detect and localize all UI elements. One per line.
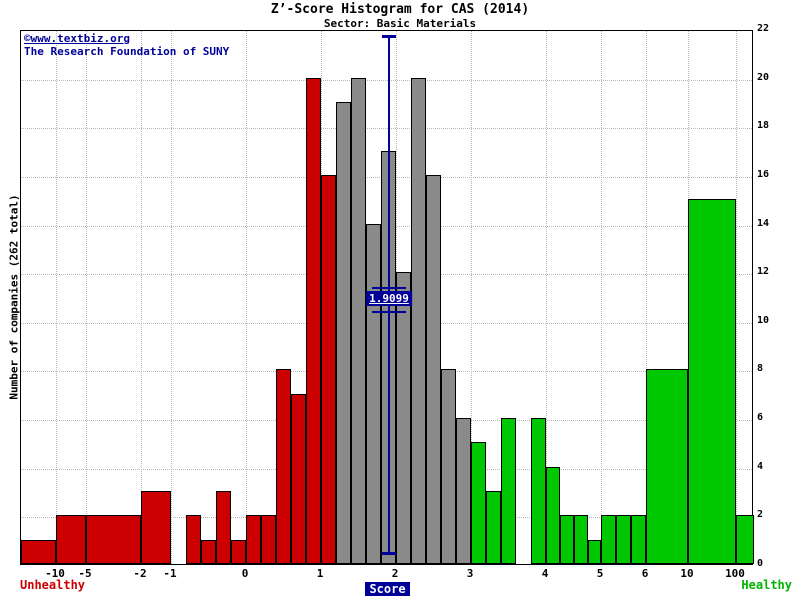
y-tick-label: 8 bbox=[757, 363, 764, 375]
x-tick-label: -5 bbox=[78, 567, 92, 580]
v-gridline bbox=[141, 31, 142, 564]
histogram-bar bbox=[486, 491, 501, 564]
histogram-bar bbox=[351, 77, 366, 564]
x-tick-label: 0 bbox=[241, 567, 249, 580]
histogram-bar bbox=[201, 539, 216, 564]
y-tick-label: 4 bbox=[757, 460, 764, 472]
h-gridline bbox=[21, 79, 752, 81]
x-tick-label: -10 bbox=[45, 567, 65, 580]
healthy-zone-label: Healthy bbox=[741, 578, 792, 592]
v-gridline bbox=[546, 31, 547, 564]
v-gridline bbox=[86, 31, 87, 564]
watermark-org: The Research Foundation of SUNY bbox=[24, 45, 230, 58]
histogram-bar bbox=[574, 515, 588, 564]
histogram-bar bbox=[411, 77, 426, 564]
histogram-bar bbox=[396, 272, 411, 564]
x-tick-label: 2 bbox=[391, 567, 399, 580]
x-tick-label: 100 bbox=[725, 567, 745, 580]
histogram-bar bbox=[336, 101, 351, 564]
histogram-bar bbox=[501, 418, 516, 564]
histogram-bar bbox=[546, 466, 560, 564]
histogram-bar bbox=[186, 515, 201, 564]
histogram-bar bbox=[216, 491, 231, 564]
histogram-bar bbox=[426, 174, 441, 564]
v-gridline bbox=[171, 31, 172, 564]
x-tick-label: -1 bbox=[163, 567, 177, 580]
histogram-bar bbox=[321, 174, 336, 564]
v-gridline bbox=[56, 31, 57, 564]
marker-bottom-cap bbox=[382, 552, 396, 555]
x-tick-label: 5 bbox=[596, 567, 604, 580]
histogram-bar bbox=[86, 515, 141, 564]
marker-label-topline bbox=[372, 287, 406, 289]
x-tick-label: 3 bbox=[466, 567, 474, 580]
histogram-bar bbox=[631, 515, 646, 564]
y-tick-label: 6 bbox=[757, 412, 764, 424]
watermark: ©www.textbiz.org The Research Foundation… bbox=[24, 32, 229, 58]
histogram-bar bbox=[531, 418, 546, 564]
histogram-bar bbox=[646, 369, 688, 564]
histogram-bar bbox=[291, 393, 306, 564]
y-tick-label: 12 bbox=[757, 266, 770, 278]
histogram-bar bbox=[306, 77, 321, 564]
v-gridline bbox=[736, 31, 737, 564]
x-tick-label: 4 bbox=[541, 567, 549, 580]
histogram-bar bbox=[246, 515, 261, 564]
h-gridline bbox=[21, 128, 752, 130]
plot-area: ©www.textbiz.org The Research Foundation… bbox=[20, 30, 754, 565]
y-tick-label: 2 bbox=[757, 509, 764, 521]
v-gridline bbox=[471, 31, 472, 564]
y-tick-label: 0 bbox=[757, 558, 764, 569]
marker-top-cap bbox=[382, 35, 396, 38]
v-gridline bbox=[601, 31, 602, 564]
y-tick-label: 14 bbox=[757, 217, 770, 229]
marker-label-bottomline bbox=[372, 311, 406, 313]
histogram-bar bbox=[736, 515, 754, 564]
x-tick-label: 1 bbox=[316, 567, 324, 580]
y-tick-label: 16 bbox=[757, 168, 770, 180]
v-gridline bbox=[246, 31, 247, 564]
histogram-bar bbox=[456, 418, 471, 564]
histogram-bar bbox=[261, 515, 276, 564]
chart-subtitle: Sector: Basic Materials bbox=[323, 17, 477, 30]
x-axis-ticks: -10 -5 -2 -1 0 1 2 3 4 5 6 10 100 bbox=[0, 567, 800, 580]
unhealthy-zone-label: Unhealthy bbox=[20, 578, 86, 592]
histogram-bar bbox=[601, 515, 616, 564]
histogram-bar bbox=[366, 223, 381, 564]
histogram-bar bbox=[560, 515, 574, 564]
histogram-bar bbox=[56, 515, 86, 564]
histogram-bar bbox=[588, 539, 601, 564]
histogram-bar bbox=[688, 199, 736, 564]
histogram-bar bbox=[21, 539, 56, 564]
x-axis-title-wrap: Score bbox=[20, 578, 755, 597]
y-tick-label: 18 bbox=[757, 120, 770, 132]
histogram-bar bbox=[441, 369, 456, 564]
y-tick-label: 20 bbox=[757, 71, 770, 83]
watermark-link[interactable]: ©www.textbiz.org bbox=[24, 32, 130, 45]
histogram-bar bbox=[471, 442, 486, 564]
y-tick-label: 10 bbox=[757, 314, 770, 326]
x-tick-label: 10 bbox=[680, 567, 694, 580]
x-axis-title: Score bbox=[365, 582, 410, 596]
histogram-bar bbox=[276, 369, 291, 564]
histogram-bar bbox=[141, 491, 171, 564]
histogram-bar bbox=[231, 539, 246, 564]
histogram-bar bbox=[616, 515, 631, 564]
chart-title: Z’-Score Histogram for CAS (2014) bbox=[270, 2, 530, 17]
v-gridline bbox=[646, 31, 647, 564]
x-tick-label: -2 bbox=[133, 567, 147, 580]
marker-value-label: 1.9099 bbox=[366, 291, 412, 306]
y-tick-label: 22 bbox=[757, 23, 770, 34]
x-tick-label: 6 bbox=[641, 567, 649, 580]
